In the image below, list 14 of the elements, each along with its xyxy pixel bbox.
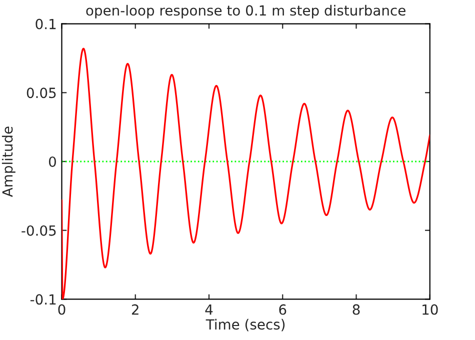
x-tick-label: 6 (279, 304, 286, 315)
y-tick-label: 0.05 (26, 88, 56, 98)
x-tick-label: 4 (205, 304, 213, 315)
x-tick-label: 10 (422, 304, 438, 315)
y-axis-title: Amplitude (2, 126, 16, 197)
x-axis-title: Time (secs) (206, 318, 285, 332)
y-tick-label: -0.05 (22, 225, 56, 236)
x-tick-label: 8 (352, 304, 360, 315)
x-tick-label: 0 (58, 304, 66, 315)
y-tick-label: 0.1 (36, 18, 56, 30)
y-tick-label: -0.1 (30, 294, 56, 305)
chart-title: open-loop response to 0.1 m step disturbance (86, 4, 406, 18)
y-tick-label: 0 (48, 156, 56, 167)
x-tick-label: 2 (132, 304, 138, 315)
